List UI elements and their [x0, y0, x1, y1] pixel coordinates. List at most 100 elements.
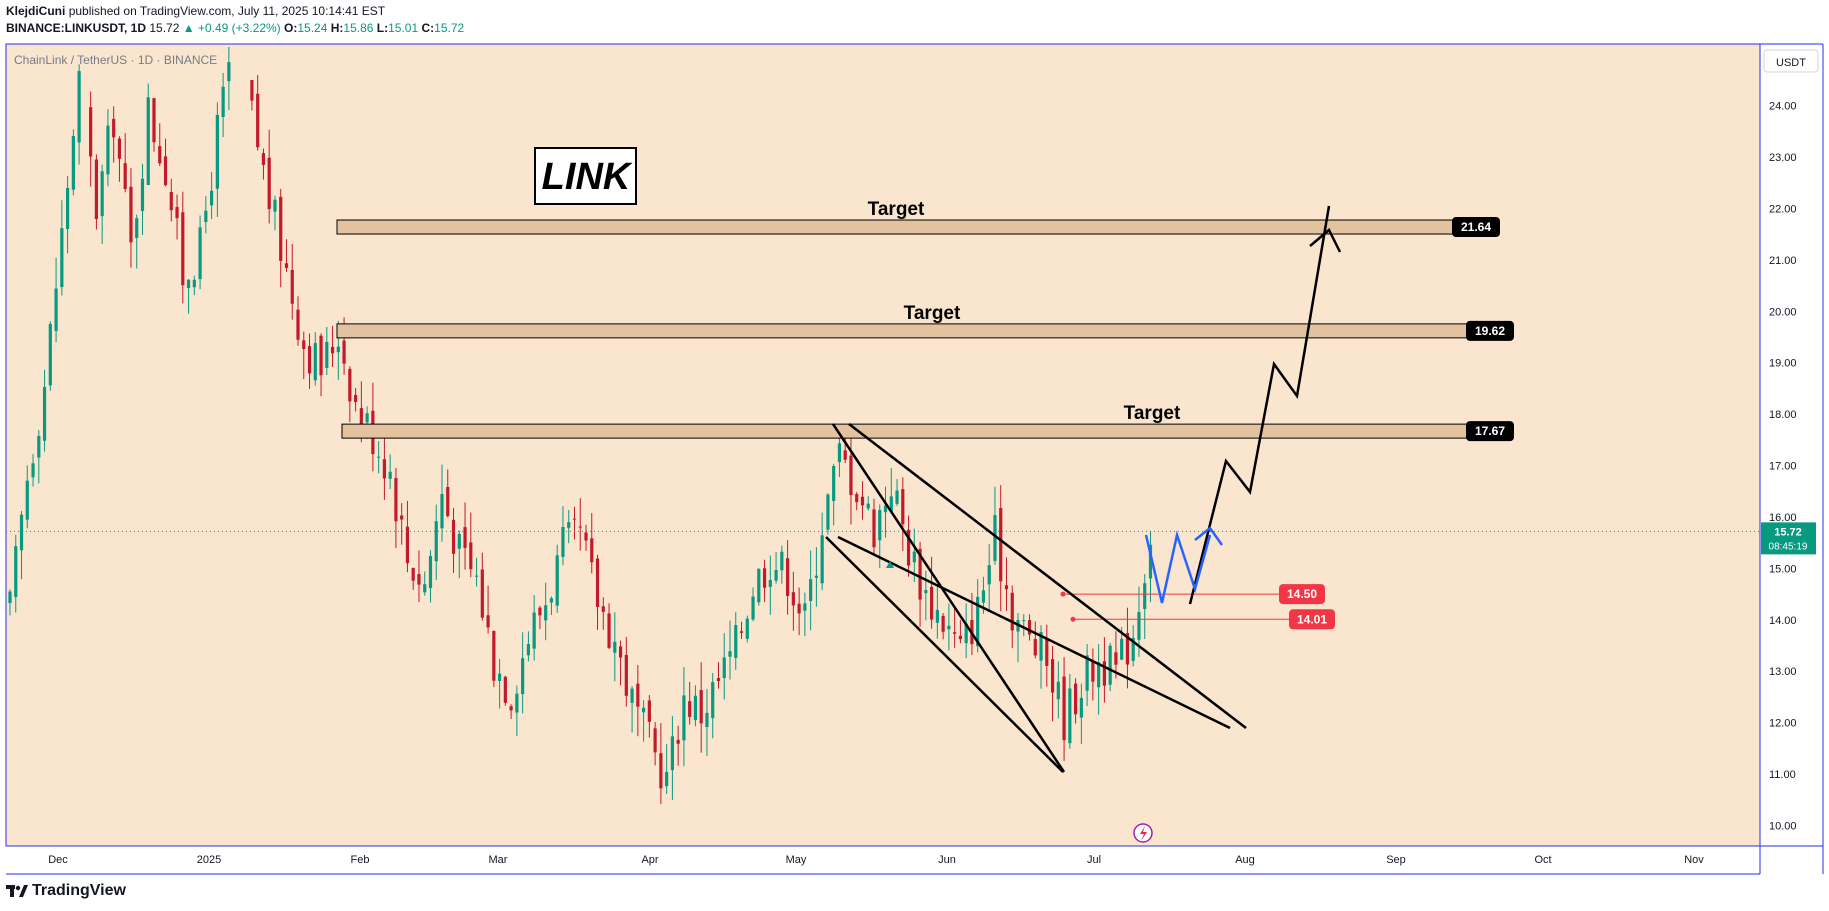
candle-body — [94, 159, 98, 219]
candle-body — [734, 625, 738, 658]
x-tick-label: Oct — [1534, 854, 1551, 866]
currency-button-label[interactable]: USDT — [1776, 57, 1806, 69]
y-tick-label: 19.00 — [1769, 358, 1797, 370]
tradingview-wordmark: TradingView — [32, 882, 126, 899]
candle-body — [261, 153, 266, 165]
high-label: H: — [330, 21, 344, 35]
candle-body — [492, 630, 496, 681]
candle-body — [365, 413, 369, 423]
y-tick-label: 17.00 — [1769, 461, 1797, 473]
high-value: 15.86 — [343, 21, 374, 35]
candle-body — [757, 568, 761, 603]
open-value: 15.24 — [297, 21, 328, 35]
candle-body — [561, 526, 565, 557]
candle-body — [509, 706, 513, 711]
candle-body — [1079, 697, 1083, 718]
tradingview-logo[interactable]: TradingView — [6, 882, 126, 900]
candle-body — [624, 654, 628, 696]
candle-body — [146, 97, 150, 186]
channel-line — [825, 536, 1064, 773]
target-zone — [336, 219, 1463, 235]
candle-body — [434, 521, 438, 562]
candle-body — [647, 700, 651, 722]
candle-body — [1148, 544, 1153, 579]
candle-body — [1074, 683, 1078, 715]
candle-body — [60, 228, 64, 288]
candle-body — [296, 309, 300, 340]
candle-body — [722, 657, 726, 678]
projection-path — [1188, 205, 1331, 605]
published-text: published on TradingView.com, July 11, 2… — [68, 4, 386, 18]
author[interactable]: KlejdiCuni — [6, 4, 66, 18]
candle-body — [42, 386, 47, 441]
target-label: Target — [1124, 403, 1181, 424]
candle-body — [584, 532, 588, 541]
candle-body — [382, 459, 386, 479]
candle-body — [555, 555, 559, 606]
candle-body — [474, 575, 479, 577]
candle-body — [273, 199, 277, 212]
blue-zigzag-arrowhead — [1194, 526, 1224, 546]
candle-body — [204, 210, 208, 222]
candle-body — [786, 558, 790, 596]
level-price-label: 14.50 — [1287, 587, 1317, 601]
candle-body — [25, 480, 29, 520]
candle-body — [1022, 620, 1026, 622]
candle-body — [1131, 637, 1135, 661]
candle-body — [745, 618, 749, 639]
candle-body — [123, 163, 127, 190]
candle-body — [814, 575, 818, 578]
candle-body — [1137, 612, 1141, 640]
candle-body — [198, 227, 202, 280]
candle-body — [348, 368, 352, 402]
candle-body — [578, 526, 582, 528]
candle-body — [762, 568, 767, 588]
candle-body — [307, 346, 312, 374]
candle-body — [515, 693, 519, 713]
x-tick-label: Apr — [641, 854, 658, 866]
plot-area[interactable] — [5, 43, 1761, 847]
candle-body — [711, 682, 715, 719]
candle-body — [8, 591, 12, 604]
candle-body — [670, 736, 674, 771]
level-anchor — [1070, 616, 1076, 622]
candle-body — [457, 533, 461, 549]
candle-body — [682, 695, 686, 741]
candle-body — [181, 212, 185, 286]
candle-body — [572, 518, 577, 520]
candle-body — [284, 263, 289, 268]
candle-body — [705, 712, 709, 727]
candle-body — [837, 443, 842, 463]
candle-body — [394, 478, 398, 522]
candle-body — [953, 632, 957, 634]
candle-body — [872, 509, 876, 548]
x-tick-label: Mar — [489, 854, 508, 866]
candle-body — [342, 340, 346, 364]
low-value: 15.01 — [388, 21, 419, 35]
y-tick-label: 15.00 — [1769, 563, 1797, 575]
candle-body — [250, 80, 254, 101]
candle-body — [1050, 659, 1055, 693]
candle-body — [797, 603, 801, 614]
candle-body — [117, 138, 122, 159]
candle-body — [912, 551, 916, 563]
candle-body — [964, 623, 968, 644]
annotations: LINK Target 21.64 Target 19.62 Target 17.67 14.… — [6, 147, 1816, 843]
low-label: L: — [376, 21, 389, 35]
candle-body — [1033, 639, 1037, 656]
candle-body — [417, 574, 421, 585]
candle-body — [19, 514, 24, 551]
candle-body — [279, 196, 283, 261]
y-tick-label: 23.00 — [1769, 152, 1797, 164]
y-tick-label: 13.00 — [1769, 666, 1797, 678]
candle-body — [359, 408, 363, 425]
x-tick-label: May — [786, 854, 807, 866]
target-price-badge — [1466, 320, 1514, 341]
target-price-label: 17.67 — [1475, 424, 1505, 438]
candle-body — [400, 515, 404, 520]
countdown-label: 08:45:19 — [1769, 541, 1808, 552]
candle-body — [993, 515, 997, 561]
candle-body — [901, 489, 905, 525]
currency-button[interactable] — [1763, 49, 1819, 73]
